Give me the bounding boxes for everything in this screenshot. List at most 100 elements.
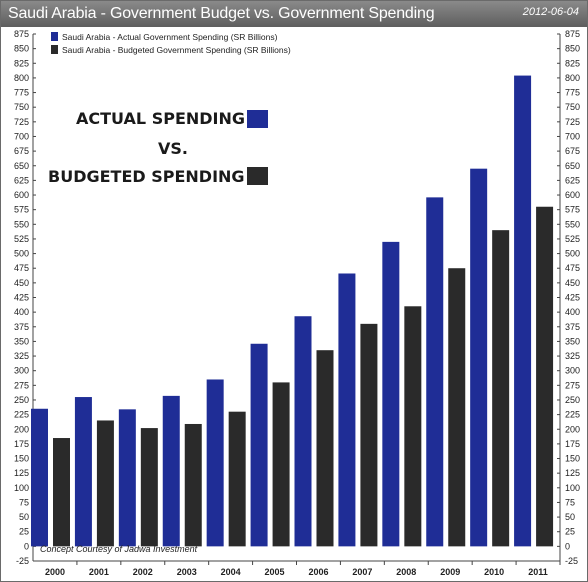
y-tick-label-left: 500 <box>14 249 29 259</box>
bar-budgeted-2011 <box>536 206 554 547</box>
x-tick-label-2011: 2011 <box>528 567 548 577</box>
bar-actual-2008 <box>382 241 400 547</box>
y-tick-label-right: 250 <box>565 395 580 405</box>
y-tick-label-left: 625 <box>14 175 29 185</box>
x-tick-label-2002: 2002 <box>133 567 153 577</box>
y-tick-label-right: 750 <box>565 102 580 112</box>
bar-actual-2011 <box>514 75 532 547</box>
y-tick-label-left: 300 <box>14 366 29 376</box>
y-tick-label-left: 200 <box>14 424 29 434</box>
y-tick-label-right: 875 <box>565 29 580 39</box>
y-tick-label-right: 825 <box>565 58 580 68</box>
legend-label-actual: Saudi Arabia - Actual Government Spendin… <box>62 32 278 42</box>
bar-budgeted-2004 <box>228 411 246 547</box>
bar-actual-2001 <box>74 397 92 547</box>
y-tick-label-left: 575 <box>14 205 29 215</box>
x-ticks: 2000 2001 2002 2003 2004 2005 2006 2007 2008 2009… <box>45 561 561 577</box>
y-tick-label-left: 450 <box>14 278 29 288</box>
y-tick-label-right: 500 <box>565 249 580 259</box>
y-tick-label-left: 100 <box>14 483 29 493</box>
y-tick-label-left: 350 <box>14 336 29 346</box>
y-tick-label-left: 650 <box>14 161 29 171</box>
y-tick-label-right: 375 <box>565 322 580 332</box>
bar-budgeted-2000 <box>53 438 70 547</box>
y-tick-label-left: 50 <box>19 512 29 522</box>
y-tick-label-right: 850 <box>565 44 580 54</box>
y-tick-label-right: 475 <box>565 263 580 273</box>
y-tick-label-left: 675 <box>14 146 29 156</box>
bar-actual-2000 <box>31 408 48 547</box>
y-tick-label-left: 225 <box>14 410 29 420</box>
y-tick-label-right: 525 <box>565 234 580 244</box>
y-tick-label-right: 25 <box>565 527 575 537</box>
bar-budgeted-2007 <box>360 323 378 547</box>
y-tick-label-left: 600 <box>14 190 29 200</box>
annotation-swatch-budgeted <box>247 167 268 185</box>
y-tick-label-left: 375 <box>14 322 29 332</box>
y-tick-label-left: 700 <box>14 131 29 141</box>
y-tick-label-right: 350 <box>565 336 580 346</box>
bar-actual-2005 <box>250 343 268 547</box>
legend-label-budgeted: Saudi Arabia - Budgeted Government Spend… <box>62 45 291 55</box>
x-tick-label-2006: 2006 <box>308 567 328 577</box>
bar-actual-2004 <box>206 379 224 547</box>
x-tick-label-2010: 2010 <box>484 567 504 577</box>
bar-budgeted-2010 <box>492 230 510 547</box>
bar-actual-2010 <box>470 168 488 547</box>
y-tick-label-right: 325 <box>565 351 580 361</box>
y-tick-label-right: 725 <box>565 117 580 127</box>
y-tick-label-left: 175 <box>14 439 29 449</box>
x-tick-label-2005: 2005 <box>265 567 285 577</box>
y-tick-label-right: 425 <box>565 293 580 303</box>
y-tick-label-right: 125 <box>565 468 580 478</box>
y-tick-label-right: 575 <box>565 205 580 215</box>
y-tick-label-right: 400 <box>565 307 580 317</box>
y-tick-label-right: 550 <box>565 219 580 229</box>
y-tick-label-left: 400 <box>14 307 29 317</box>
bars <box>31 75 554 547</box>
x-tick-label-2004: 2004 <box>221 567 241 577</box>
y-tick-label-right: 275 <box>565 380 580 390</box>
chart-title: Saudi Arabia - Government Budget vs. Gov… <box>8 5 435 22</box>
bar-budgeted-2008 <box>404 306 422 547</box>
y-tick-label-right: 0 <box>565 541 570 551</box>
annotation-line2: VS. <box>158 139 188 158</box>
annotation: ACTUAL SPENDING VS. BUDGETED SPENDING <box>48 109 268 186</box>
y-tick-label-right: 175 <box>565 439 580 449</box>
bar-budgeted-2005 <box>272 382 290 547</box>
bar-actual-2009 <box>426 197 444 547</box>
bar-actual-2006 <box>294 316 312 547</box>
title-bar: Saudi Arabia - Government Budget vs. Gov… <box>1 1 587 27</box>
x-tick-label-2000: 2000 <box>45 567 65 577</box>
y-tick-label-left: 275 <box>14 380 29 390</box>
y-tick-label-left: 725 <box>14 117 29 127</box>
y-ticks-right: -25 0 25 50 75 100 125 150 175 200 225 250 275 300 325… <box>557 29 580 566</box>
y-tick-label-right: 100 <box>565 483 580 493</box>
bar-actual-2007 <box>338 273 356 547</box>
y-tick-label-left: 850 <box>14 44 29 54</box>
y-tick-label-right: 600 <box>565 190 580 200</box>
y-tick-label-left: 875 <box>14 29 29 39</box>
y-tick-label-right: 300 <box>565 366 580 376</box>
y-tick-label-right: -25 <box>565 556 578 566</box>
bar-budgeted-2006 <box>316 350 334 547</box>
y-tick-label-right: 700 <box>565 131 580 141</box>
y-tick-label-right: 675 <box>565 146 580 156</box>
x-tick-label-2007: 2007 <box>352 567 372 577</box>
bar-actual-2003 <box>162 395 180 547</box>
bar-budgeted-2003 <box>184 423 202 547</box>
y-tick-label-left: 825 <box>14 58 29 68</box>
y-tick-label-right: 625 <box>565 175 580 185</box>
y-tick-label-right: 450 <box>565 278 580 288</box>
y-tick-label-right: 50 <box>565 512 575 522</box>
y-tick-label-right: 650 <box>565 161 580 171</box>
y-tick-label-left: -25 <box>16 556 29 566</box>
y-tick-label-right: 150 <box>565 454 580 464</box>
y-tick-label-left: 550 <box>14 219 29 229</box>
y-tick-label-left: 750 <box>14 102 29 112</box>
bar-budgeted-2001 <box>96 420 114 547</box>
y-tick-label-right: 200 <box>565 424 580 434</box>
bar-budgeted-2002 <box>140 428 158 547</box>
y-tick-label-right: 775 <box>565 88 580 98</box>
